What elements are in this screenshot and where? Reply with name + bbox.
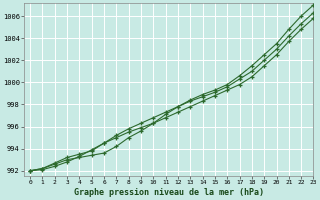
X-axis label: Graphe pression niveau de la mer (hPa): Graphe pression niveau de la mer (hPa): [74, 188, 264, 197]
